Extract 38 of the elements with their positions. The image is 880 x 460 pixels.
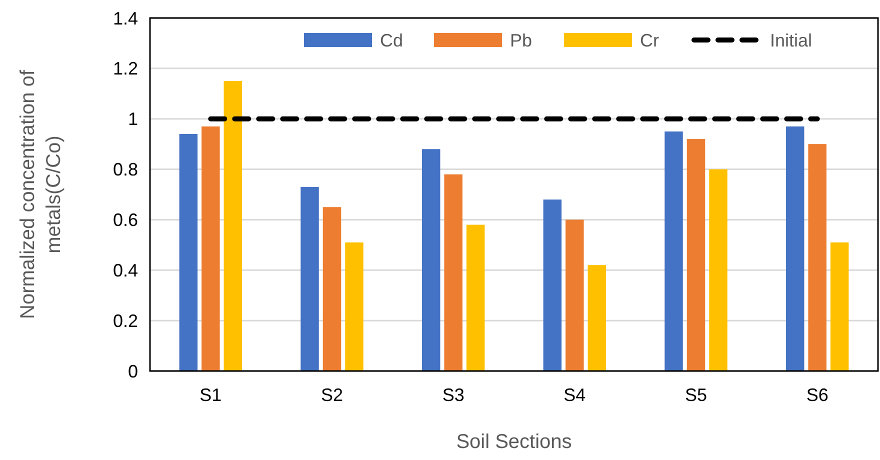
y-tick-label: 0.4 [112,260,138,280]
y-tick-label: 0.2 [112,310,138,331]
bar [543,200,562,371]
bar [179,134,198,371]
bar [808,144,826,371]
bar [422,149,440,371]
bar [588,265,606,371]
bar [345,242,364,371]
bar [566,220,584,371]
x-axis-title: Soil Sections [456,431,572,453]
x-tick-label: S6 [806,385,828,405]
bar [224,81,242,371]
y-axis-title: Normalized concentration of metals(C/Co) [17,70,65,320]
y-tick-label: 1 [128,109,138,130]
legend-label: Cr [640,30,659,50]
x-tick-label: S3 [442,385,464,405]
x-tick-label: S4 [564,385,586,405]
bar [466,224,485,371]
bar [300,186,319,371]
y-tick-label: 0.6 [112,210,138,230]
bar [664,131,683,371]
bar [830,242,849,371]
bar [322,207,342,371]
bar [202,126,220,371]
y-tick-label: 1.4 [112,8,138,28]
bar [686,139,706,371]
x-tick-label: S5 [684,385,708,405]
y-tick-label: 0 [128,361,138,382]
legend-label: Pb [510,30,532,50]
x-tick-label: S2 [320,385,344,405]
x-tick-label: S1 [200,385,222,405]
bar [786,126,804,371]
legend-label: Cd [380,30,404,50]
legend-label: Initial [770,30,812,50]
bar [709,169,728,371]
bar [444,174,462,371]
y-tick-label: 0.8 [112,160,138,180]
y-tick-label: 1.2 [112,58,138,79]
